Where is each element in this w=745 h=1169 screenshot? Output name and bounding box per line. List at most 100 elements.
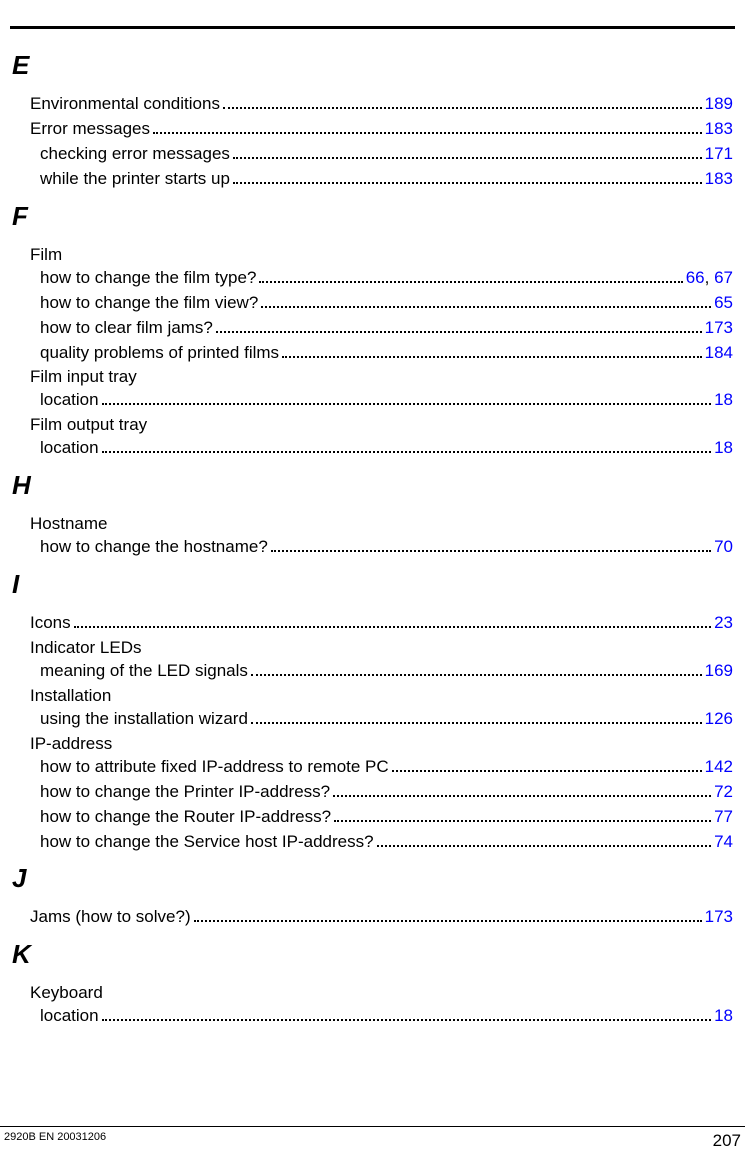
index-entry-pages[interactable]: 184 (705, 342, 735, 365)
index-entry-label: how to change the Printer IP-address? (40, 781, 330, 804)
index-heading-label: Installation (30, 686, 111, 705)
page-link[interactable]: 74 (714, 832, 733, 851)
dot-leader (392, 756, 702, 771)
index-entry-label: location (40, 389, 99, 412)
index-entry: how to attribute fixed IP-address to rem… (40, 756, 735, 779)
index-entry-label: how to change the film view? (40, 292, 258, 315)
index-heading: Film input tray (30, 366, 735, 389)
dot-leader (282, 342, 702, 357)
index-entry-pages[interactable]: 142 (705, 756, 735, 779)
page-link[interactable]: 23 (714, 613, 733, 632)
index-entry-label: Error messages (30, 118, 150, 141)
index-entry-pages[interactable]: 74 (714, 831, 735, 854)
dot-leader (233, 169, 702, 184)
page: E Environmental conditions189Error messag… (0, 0, 745, 1169)
footer-page-number: 207 (713, 1131, 741, 1151)
index-entry-label: how to clear film jams? (40, 317, 213, 340)
page-link[interactable]: 67 (714, 268, 733, 287)
dot-leader (271, 537, 711, 552)
dot-leader (251, 661, 702, 676)
index-entry: how to change the Service host IP-addres… (40, 831, 735, 854)
page-link[interactable]: 173 (705, 318, 733, 337)
index-entry: Jams (how to solve?) 173 (30, 906, 735, 929)
section-letter: H (12, 470, 735, 501)
index-entry-pages[interactable]: 183 (705, 168, 735, 191)
index-content: E Environmental conditions189Error messag… (10, 40, 735, 1099)
page-link[interactable]: 126 (705, 709, 733, 728)
index-entry-pages[interactable]: 173 (705, 906, 735, 929)
index-heading-label: Indicator LEDs (30, 638, 142, 657)
dot-leader (334, 806, 711, 821)
index-heading: Keyboard (30, 982, 735, 1005)
page-link[interactable]: 72 (714, 782, 733, 801)
index-entry-label: meaning of the LED signals (40, 660, 248, 683)
index-entry-label: how to attribute fixed IP-address to rem… (40, 756, 389, 779)
index-entry-label: using the installation wizard (40, 708, 248, 731)
index-entry-label: how to change the Router IP-address? (40, 806, 331, 829)
index-heading: IP-address (30, 733, 735, 756)
index-entry-label: Icons (30, 612, 71, 635)
index-entry-pages[interactable]: 173 (705, 317, 735, 340)
page-separator: , (705, 268, 714, 287)
page-link[interactable]: 18 (714, 390, 733, 409)
index-entry: location18 (40, 437, 735, 460)
index-entry: using the installation wizard 126 (40, 708, 735, 731)
index-entry: how to change the film type?66, 67 (40, 267, 735, 290)
index-entry-pages[interactable]: 18 (714, 1005, 735, 1028)
dot-leader (223, 94, 702, 109)
index-entry-pages[interactable]: 77 (714, 806, 735, 829)
index-heading-label: Film input tray (30, 367, 137, 386)
index-entry-pages[interactable]: 18 (714, 389, 735, 412)
index-entry-pages[interactable]: 23 (714, 612, 735, 635)
footer: 2920B EN 20031206 207 (0, 1131, 745, 1151)
page-link[interactable]: 18 (714, 1006, 733, 1025)
index-entry-label: checking error messages (40, 143, 230, 166)
dot-leader (194, 907, 702, 922)
page-link[interactable]: 183 (705, 119, 733, 138)
page-link[interactable]: 189 (705, 94, 733, 113)
index-entry: location18 (40, 1005, 735, 1028)
index-entry-pages[interactable]: 66, 67 (686, 267, 735, 290)
index-entry-pages[interactable]: 189 (705, 93, 735, 116)
page-link[interactable]: 184 (705, 343, 733, 362)
index-entry-pages[interactable]: 126 (705, 708, 735, 731)
index-heading: Film (30, 244, 735, 267)
page-link[interactable]: 171 (705, 144, 733, 163)
index-entry-label: how to change the Service host IP-addres… (40, 831, 374, 854)
section-letter: E (12, 50, 735, 81)
index-entry-pages[interactable]: 70 (714, 536, 735, 559)
index-entry-pages[interactable]: 18 (714, 437, 735, 460)
index-entry: checking error messages 171 (40, 143, 735, 166)
index-entry-pages[interactable]: 183 (705, 118, 735, 141)
dot-leader (233, 144, 702, 159)
index-heading: Film output tray (30, 414, 735, 437)
page-link[interactable]: 66 (686, 268, 705, 287)
dot-leader (102, 438, 711, 453)
index-entry-pages[interactable]: 171 (705, 143, 735, 166)
index-heading: Installation (30, 685, 735, 708)
page-link[interactable]: 77 (714, 807, 733, 826)
index-entry: how to change the film view? 65 (40, 292, 735, 315)
index-entry-label: Jams (how to solve?) (30, 906, 191, 929)
dot-leader (333, 781, 711, 796)
index-heading-label: Keyboard (30, 983, 103, 1002)
page-link[interactable]: 169 (705, 661, 733, 680)
index-entry-pages[interactable]: 169 (705, 660, 735, 683)
index-entry: Environmental conditions189 (30, 93, 735, 116)
page-link[interactable]: 142 (705, 757, 733, 776)
page-link[interactable]: 18 (714, 438, 733, 457)
page-link[interactable]: 183 (705, 169, 733, 188)
index-heading-label: IP-address (30, 734, 112, 753)
footer-doc-id: 2920B EN 20031206 (4, 1131, 106, 1151)
dot-leader (261, 292, 711, 307)
section-letter: K (12, 939, 735, 970)
index-entry: how to change the hostname?70 (40, 536, 735, 559)
index-entry: while the printer starts up183 (40, 168, 735, 191)
index-entry-pages[interactable]: 72 (714, 781, 735, 804)
page-link[interactable]: 70 (714, 537, 733, 556)
index-entry-pages[interactable]: 65 (714, 292, 735, 315)
page-link[interactable]: 65 (714, 293, 733, 312)
index-heading-label: Hostname (30, 514, 107, 533)
index-entry: quality problems of printed films184 (40, 342, 735, 365)
page-link[interactable]: 173 (705, 907, 733, 926)
